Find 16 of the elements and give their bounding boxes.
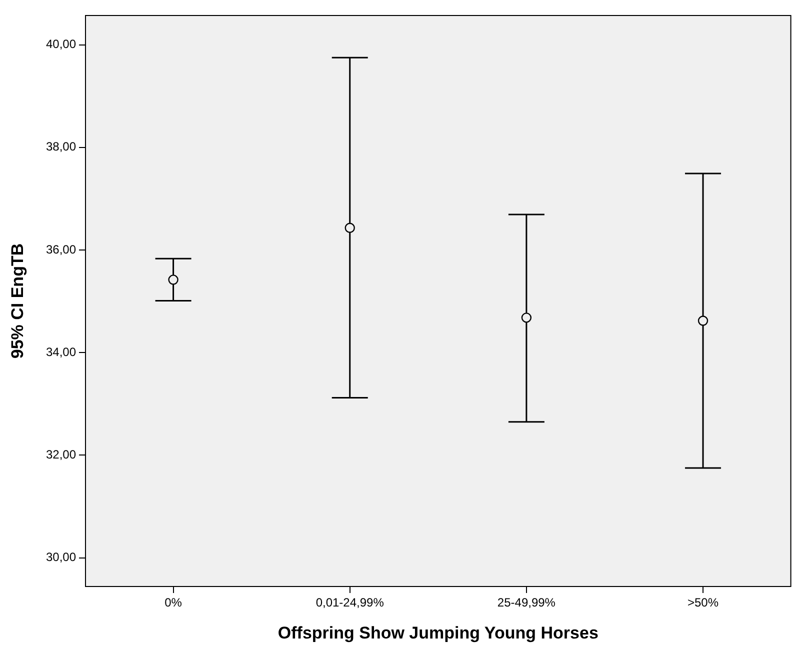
y-axis-title: 95% CI EngTB	[8, 243, 27, 359]
x-tick-label: 25-49,99%	[497, 596, 556, 610]
x-tick-label: 0,01-24,99%	[316, 596, 384, 610]
point	[521, 312, 532, 323]
y-tick-label: 32,00	[46, 447, 76, 462]
point	[698, 316, 708, 326]
point	[168, 274, 178, 285]
y-tick-label: 30,00	[46, 550, 76, 564]
y-tick-label: 36,00	[46, 242, 76, 256]
y-tick-label: 34,00	[46, 344, 76, 359]
x-axis-title: Offspring Show Jumping Young Horses	[278, 623, 598, 642]
point	[344, 222, 355, 233]
x-tick-label: 0%	[164, 596, 182, 610]
y-tick-label: 38,00	[46, 140, 76, 154]
x-tick-label: >50%	[687, 596, 719, 610]
y-tick-label: 40,00	[46, 37, 76, 52]
